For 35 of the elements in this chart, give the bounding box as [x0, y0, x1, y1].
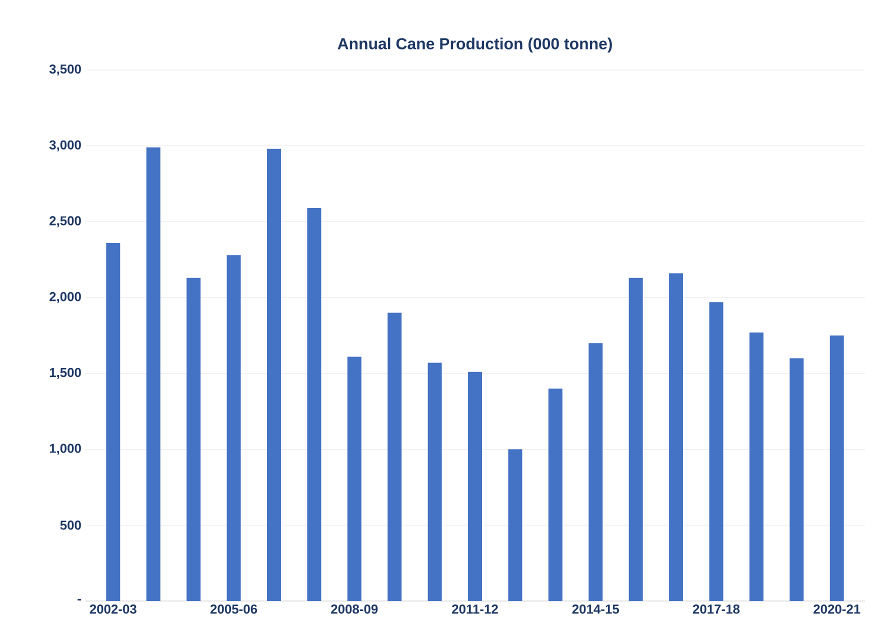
y-tick-label: 3,000: [49, 140, 81, 152]
x-tick-label: 2017-18: [692, 604, 740, 614]
bar: [106, 242, 120, 601]
y-tick-label: 500: [60, 520, 81, 530]
bar: [388, 312, 402, 601]
x-tick-label: 2008-09: [331, 604, 378, 614]
chart-title: Annual Cane Production (000 tonne): [338, 38, 612, 52]
y-tick-label: 1,000: [50, 444, 81, 455]
bar: [508, 449, 522, 601]
bar: [428, 362, 442, 601]
bar: [468, 372, 482, 601]
x-tick-label: 2005-06: [210, 604, 258, 614]
bar: [669, 273, 684, 601]
bar: [226, 255, 241, 601]
y-tick-label: 2,000: [50, 292, 81, 304]
x-tick-label: 2020-21: [814, 604, 860, 614]
bar: [307, 208, 322, 601]
y-tick-label: -: [78, 598, 81, 600]
bar: [830, 335, 844, 601]
x-tick-label: 2011-12: [452, 604, 498, 614]
bar: [186, 278, 201, 601]
bar: [628, 278, 643, 601]
bar: [266, 148, 281, 601]
x-tick-label: 2002-03: [90, 604, 136, 614]
bar: [709, 302, 724, 601]
x-tick-label: 2014-15: [572, 604, 620, 614]
y-tick-label: 3,500: [49, 64, 81, 76]
y-tick-label: 2,500: [50, 216, 81, 228]
bar: [548, 388, 562, 601]
bar: [588, 343, 603, 601]
bar: [790, 358, 804, 601]
y-tick-label: 1,500: [50, 368, 81, 379]
bar: [146, 147, 160, 601]
bar: [749, 332, 764, 601]
bar: [347, 356, 362, 601]
